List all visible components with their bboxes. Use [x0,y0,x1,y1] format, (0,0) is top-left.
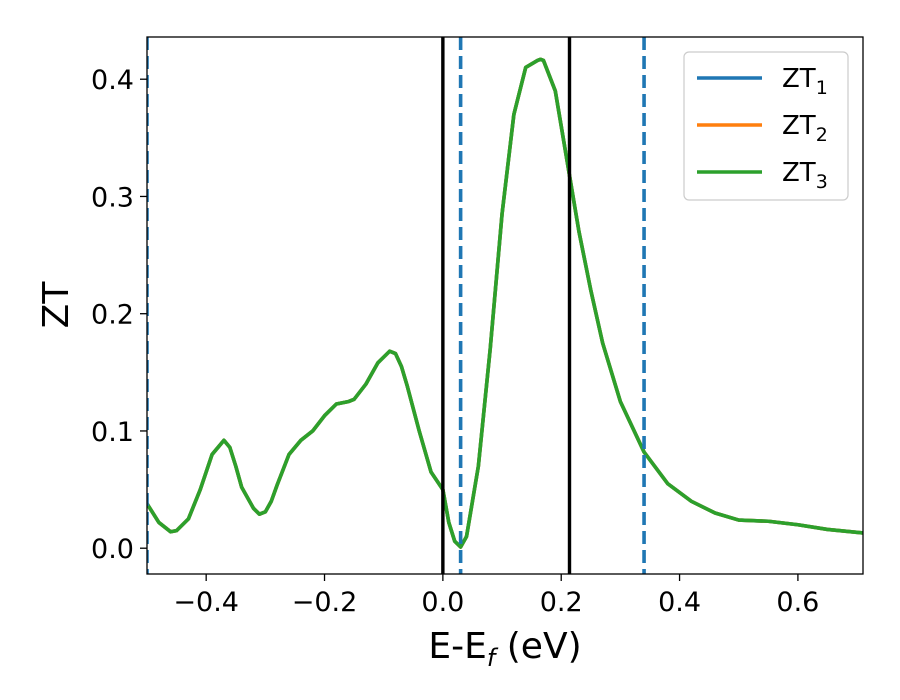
y-tick-label: 0.2 [91,300,134,331]
y-tick-label: 0.3 [91,182,134,213]
y-axis: 0.0 0.1 0.2 0.3 0.4 [91,65,147,565]
x-tick-label: −0.2 [292,587,358,618]
x-tick-label: −0.4 [173,587,239,618]
x-tick-label: 0.0 [421,587,464,618]
x-tick-label: 0.2 [540,587,583,618]
x-axis: −0.4 −0.2 0.0 0.2 0.4 0.6 [173,574,819,618]
legend-box [683,51,849,201]
y-tick-label: 0.1 [91,417,134,448]
y-tick-label: 0.4 [91,65,134,96]
x-tick-label: 0.4 [658,587,701,618]
series-line-zt3 [147,57,863,549]
plot-frame [146,36,864,575]
x-tick-label: 0.6 [776,587,819,618]
y-axis-label: ZT [36,281,77,329]
x-axis-label: E-Ef (eV) [428,626,581,672]
y-tick-label: 0.0 [91,534,134,565]
plot-area [147,37,863,574]
